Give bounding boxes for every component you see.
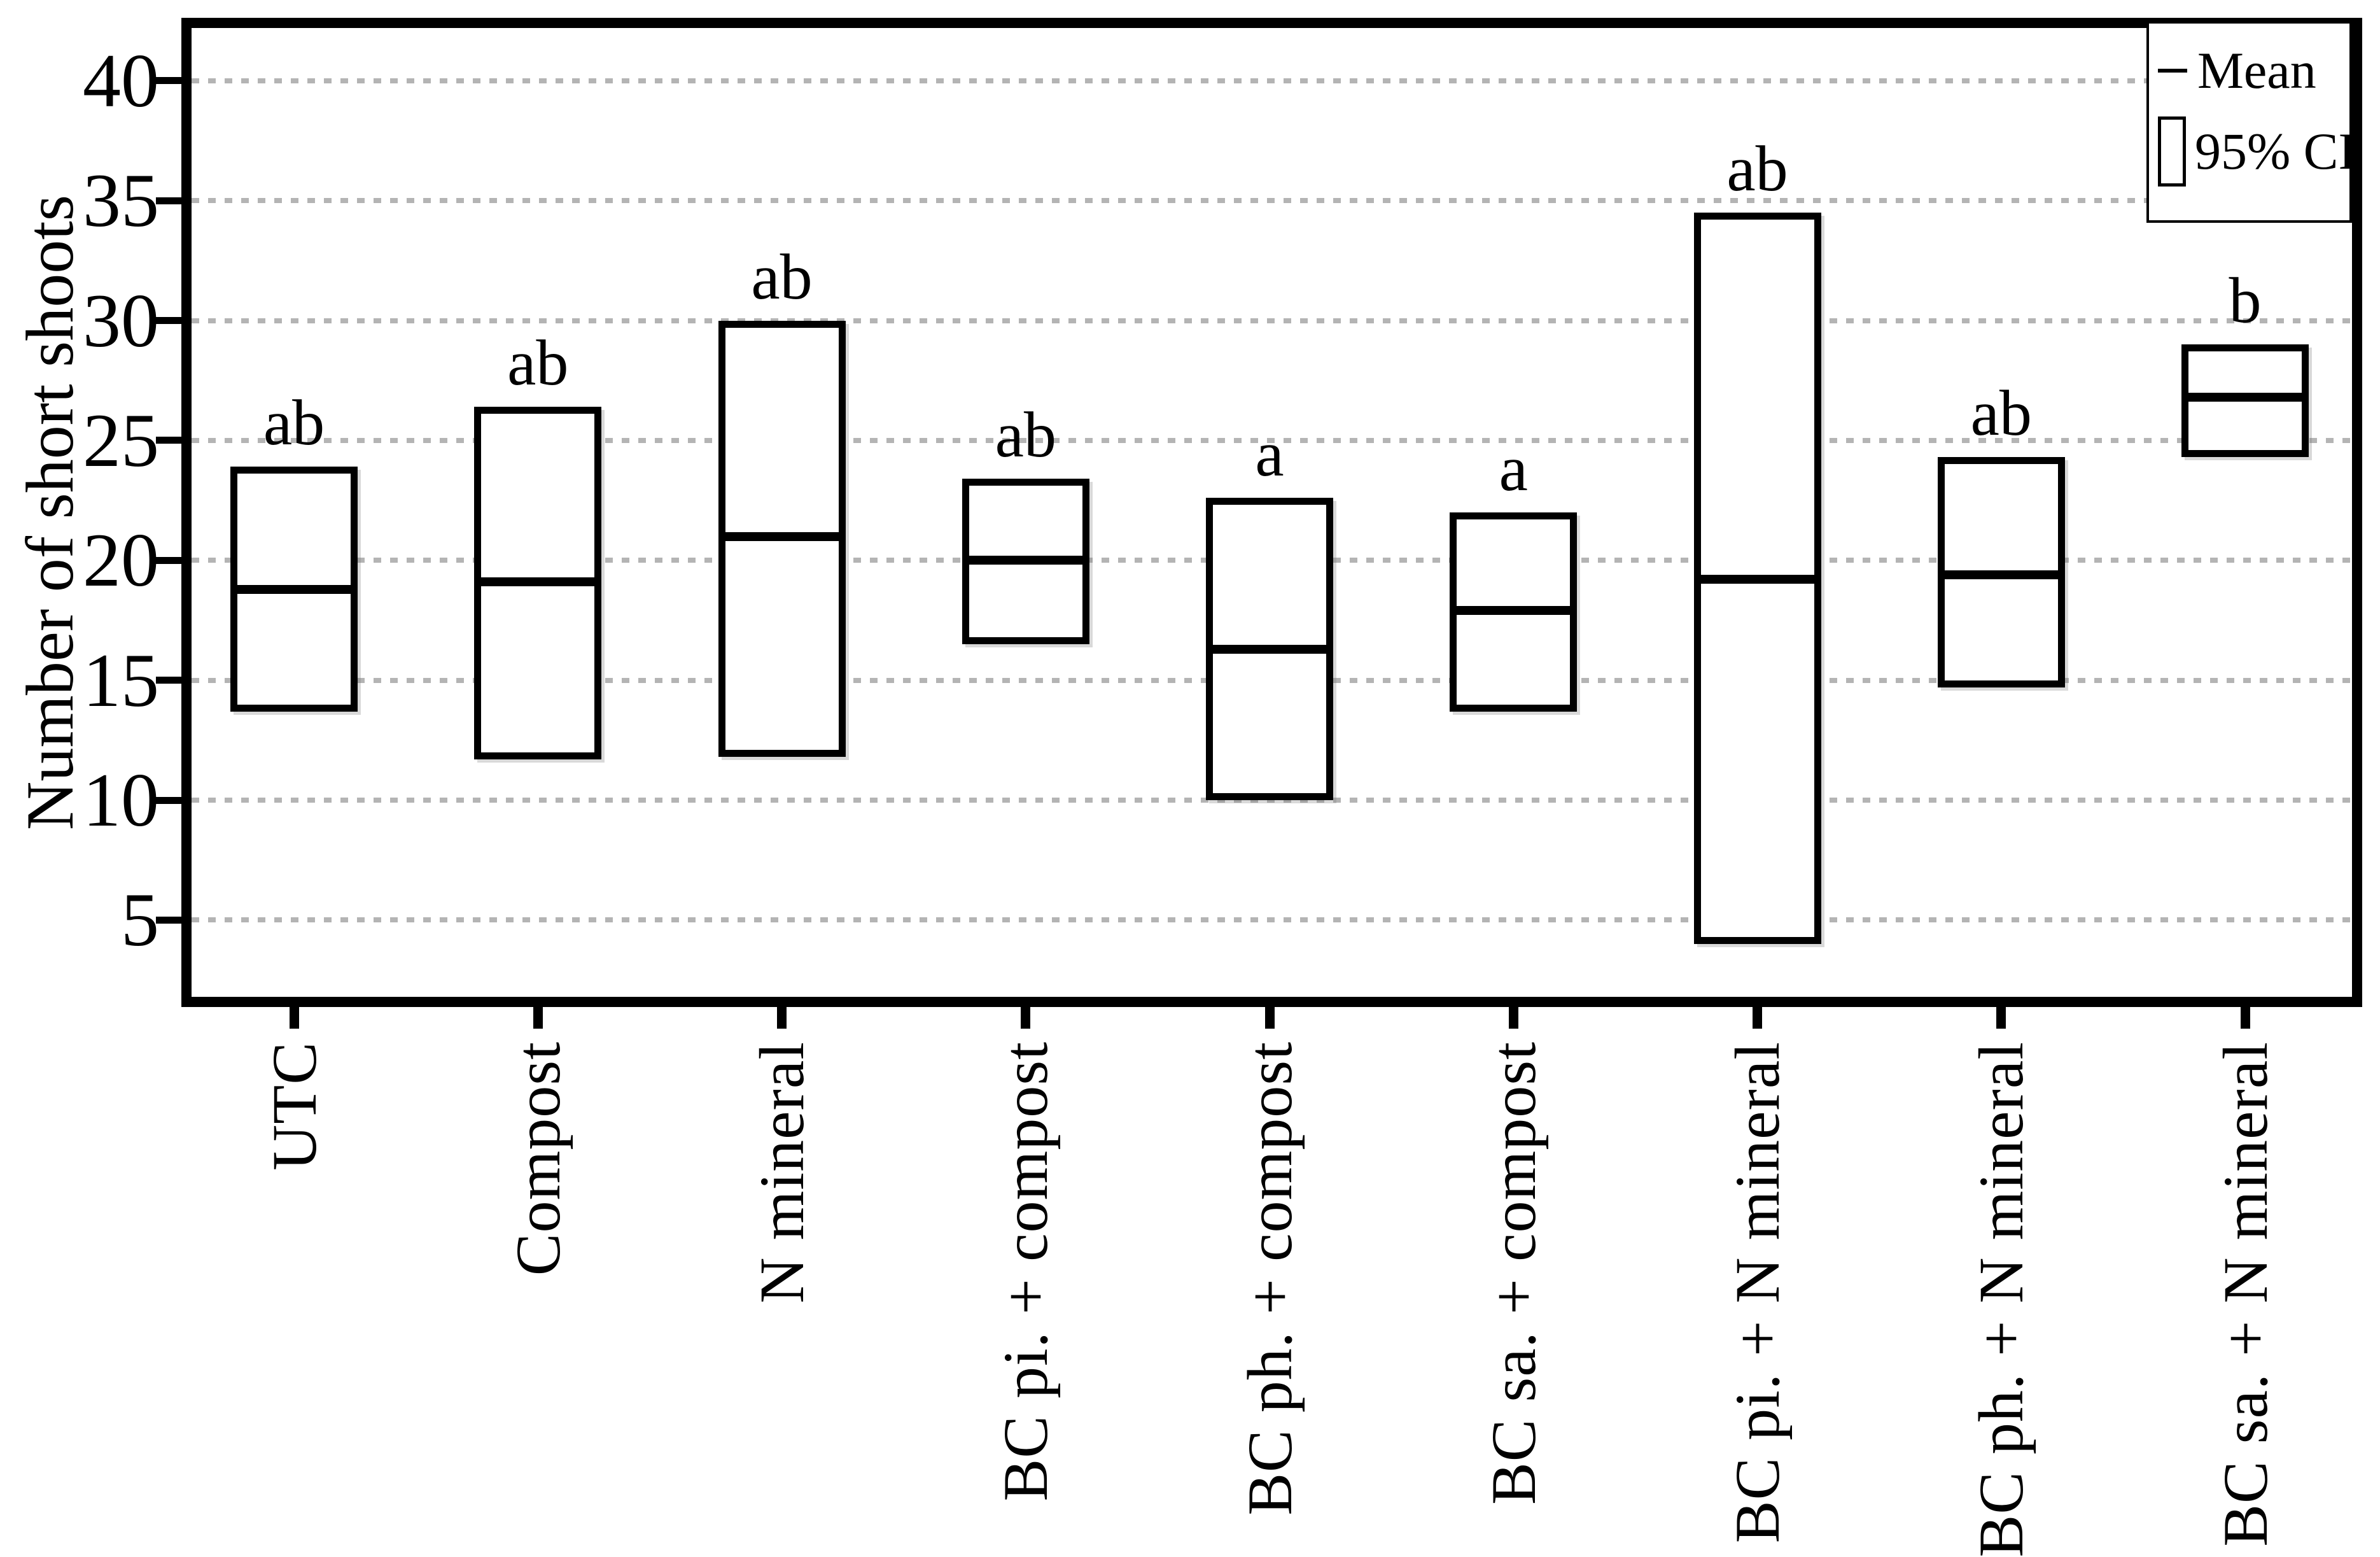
y-axis-tick-40 bbox=[156, 77, 181, 85]
x-axis-label-1: UTC bbox=[258, 1041, 330, 1171]
mean-line-4 bbox=[969, 556, 1082, 565]
ci-box-3 bbox=[718, 320, 846, 757]
y-axis-tick-20 bbox=[156, 556, 181, 564]
x-axis-label-9: BC sa. + N mineral bbox=[2209, 1041, 2281, 1547]
sig-letter-3: ab bbox=[751, 241, 813, 313]
sig-letter-6: a bbox=[1499, 433, 1528, 505]
gridline-30 bbox=[192, 318, 2352, 323]
legend-ci-row: 95% CI bbox=[2158, 110, 2356, 193]
legend-mean-line-symbol bbox=[2158, 69, 2187, 73]
gridline-25 bbox=[192, 437, 2352, 443]
y-axis-tick-30 bbox=[156, 317, 181, 325]
gridline-10 bbox=[192, 798, 2352, 803]
y-axis-tick-label-20: 20 bbox=[83, 518, 159, 603]
x-axis-label-8: BC ph. + N mineral bbox=[1966, 1041, 2037, 1557]
mean-line-9 bbox=[2188, 393, 2302, 402]
mean-line-6 bbox=[1457, 606, 1571, 616]
x-axis-tick-2 bbox=[533, 998, 543, 1029]
mean-line-1 bbox=[237, 584, 351, 594]
mean-line-2 bbox=[481, 577, 595, 587]
sig-letter-2: ab bbox=[507, 327, 569, 400]
x-axis-tick-6 bbox=[1508, 998, 1518, 1029]
y-axis-tick-25 bbox=[156, 437, 181, 444]
y-axis-tick-label-10: 10 bbox=[83, 757, 159, 843]
y-axis-tick-label-25: 25 bbox=[83, 397, 159, 483]
x-axis-tick-7 bbox=[1753, 998, 1762, 1029]
x-axis-label-2: Compost bbox=[502, 1041, 573, 1276]
sig-letter-4: ab bbox=[995, 399, 1056, 472]
y-axis-tick-5 bbox=[156, 916, 181, 924]
x-axis-label-wrap-3: N mineral bbox=[734, 1041, 830, 1544]
x-axis-tick-9 bbox=[2240, 998, 2250, 1029]
sig-letter-9: b bbox=[2229, 265, 2262, 337]
ci-box-6 bbox=[1450, 512, 1578, 712]
legend-mean-label: Mean bbox=[2197, 41, 2316, 99]
x-axis-label-wrap-7: BC pi. + N mineral bbox=[1710, 1041, 1805, 1544]
x-axis-tick-1 bbox=[289, 998, 299, 1029]
ci-box-9 bbox=[2181, 344, 2309, 458]
x-axis-tick-8 bbox=[1996, 998, 2006, 1029]
y-axis-tick-label-35: 35 bbox=[83, 158, 159, 243]
y-axis-tick-label-30: 30 bbox=[83, 278, 159, 363]
gridline-35 bbox=[192, 198, 2352, 204]
ci-box-4 bbox=[962, 479, 1089, 645]
sig-letter-5: a bbox=[1255, 418, 1284, 491]
y-axis-tick-label-40: 40 bbox=[83, 38, 159, 123]
mean-line-5 bbox=[1213, 644, 1326, 654]
sig-letter-8: ab bbox=[1970, 377, 2032, 450]
sig-letter-1: ab bbox=[263, 387, 325, 460]
legend-ci-label: 95% CI bbox=[2195, 122, 2356, 180]
y-axis-tick-10 bbox=[156, 796, 181, 804]
mean-line-3 bbox=[725, 532, 839, 541]
ci-box-2 bbox=[474, 407, 602, 760]
x-axis-label-7: BC pi. + N mineral bbox=[1722, 1041, 1793, 1544]
legend: Mean 95% CI bbox=[2146, 21, 2356, 223]
ci-box-8 bbox=[1937, 457, 2065, 687]
x-axis-label-wrap-8: BC ph. + N mineral bbox=[1954, 1041, 2049, 1557]
x-axis-label-wrap-1: UTC bbox=[246, 1041, 342, 1544]
x-axis-tick-5 bbox=[1264, 998, 1275, 1029]
gridline-40 bbox=[192, 78, 2352, 83]
mean-line-7 bbox=[1700, 575, 1814, 584]
x-axis-label-wrap-4: BC pi. + compost bbox=[978, 1041, 1074, 1544]
sig-letter-7: ab bbox=[1726, 133, 1788, 206]
ci-box-1 bbox=[230, 467, 358, 712]
ci-box-7 bbox=[1693, 213, 1821, 945]
y-axis-tick-15 bbox=[156, 677, 181, 684]
x-axis-label-3: N mineral bbox=[746, 1041, 817, 1304]
x-axis-tick-3 bbox=[777, 998, 787, 1029]
y-axis-tick-35 bbox=[156, 197, 181, 204]
y-axis-tick-label-5: 5 bbox=[121, 877, 159, 962]
x-axis-label-wrap-2: Compost bbox=[490, 1041, 585, 1544]
x-axis-label-6: BC sa. + compost bbox=[1478, 1041, 1549, 1505]
x-axis-label-5: BC ph. + compost bbox=[1234, 1041, 1305, 1516]
ci-box-5 bbox=[1206, 498, 1333, 801]
y-axis-tick-label-15: 15 bbox=[83, 637, 159, 722]
x-axis-label-wrap-6: BC sa. + compost bbox=[1466, 1041, 1561, 1544]
x-axis-label-wrap-9: BC sa. + N mineral bbox=[2197, 1041, 2293, 1547]
x-axis-tick-4 bbox=[1021, 998, 1031, 1029]
mean-line-8 bbox=[1944, 570, 2058, 579]
legend-ci-box-symbol bbox=[2158, 116, 2186, 187]
x-axis-label-wrap-5: BC ph. + compost bbox=[1222, 1041, 1317, 1544]
gridline-5 bbox=[192, 917, 2352, 923]
x-axis-label-4: BC pi. + compost bbox=[990, 1041, 1061, 1502]
legend-mean-row: Mean bbox=[2158, 40, 2349, 101]
